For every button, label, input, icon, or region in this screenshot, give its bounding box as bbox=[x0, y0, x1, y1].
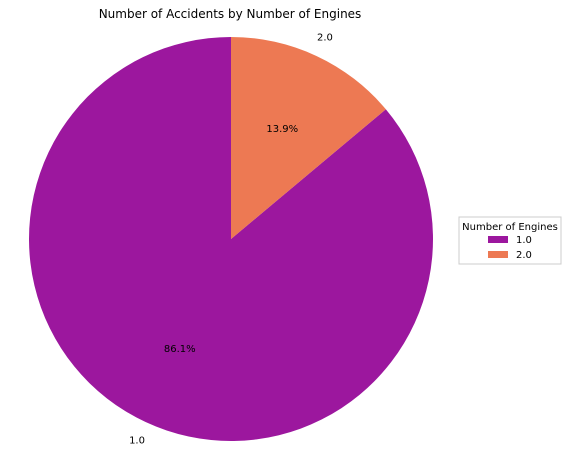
legend-label-1.0: 1.0 bbox=[516, 235, 532, 246]
pie-slice-2.0 bbox=[231, 37, 386, 239]
legend-swatch-1.0 bbox=[488, 236, 508, 243]
pie-slices bbox=[29, 37, 434, 441]
legend-box bbox=[458, 216, 562, 265]
category-label-2.0: 2.0 bbox=[317, 33, 333, 44]
legend-swatch-2.0 bbox=[488, 251, 508, 258]
pie-slice-1.0 bbox=[29, 37, 434, 441]
legend: Number of Engines 1.02.0 bbox=[458, 216, 562, 265]
category-label-1.0: 1.0 bbox=[129, 435, 145, 446]
pie-labels: 86.1% 1.0 13.9% 2.0 bbox=[129, 33, 333, 447]
legend-title: Number of Engines bbox=[462, 222, 558, 233]
percent-label-2.0: 13.9% bbox=[266, 124, 298, 135]
chart-title: Number of Accidents by Number of Engines bbox=[99, 7, 362, 21]
legend-entries: 1.02.0 bbox=[488, 235, 532, 261]
legend-label-2.0: 2.0 bbox=[516, 250, 532, 261]
percent-label-1.0: 86.1% bbox=[164, 344, 196, 355]
